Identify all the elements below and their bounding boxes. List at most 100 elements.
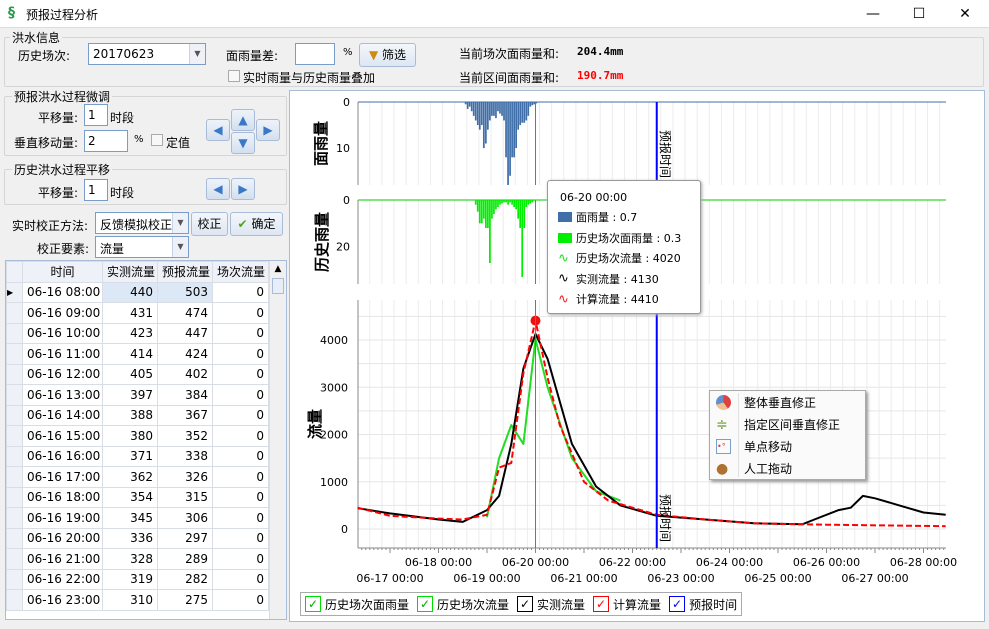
shift-input[interactable]: [84, 104, 108, 126]
table-row[interactable]: 06-16 13:00 397 384 0: [6, 384, 269, 406]
overlay-checkbox[interactable]: [228, 70, 240, 82]
legend-item[interactable]: ✓ 历史场次流量: [417, 596, 509, 613]
col-header[interactable]: 实测流量: [102, 261, 158, 283]
checkbox-icon[interactable]: ✓: [305, 596, 321, 612]
table-cell[interactable]: 06-16 13:00: [22, 384, 103, 406]
rain-bar: [474, 102, 477, 121]
table-cell[interactable]: 440: [102, 281, 158, 303]
rain-bar: [472, 102, 475, 116]
pie-chart-icon: [716, 395, 732, 411]
rain-bar: [535, 102, 538, 104]
table-row[interactable]: 06-16 09:00 431 474 0: [6, 302, 269, 324]
y-tick-label: 4000: [320, 334, 348, 347]
table-cell[interactable]: 06-16 14:00: [22, 404, 103, 426]
correct-button[interactable]: 校正: [191, 212, 228, 236]
y-axis-label: 历史雨量: [313, 212, 331, 272]
table-cell[interactable]: 0: [212, 589, 269, 611]
table-scrollbar[interactable]: ▲: [269, 261, 286, 619]
rain-bar: [466, 102, 469, 109]
rain-bar: [501, 102, 503, 116]
x-tick-label: 06-26 00:00: [793, 556, 860, 569]
chevron-down-icon[interactable]: ▼: [189, 44, 205, 64]
row-indicator: [6, 384, 23, 406]
checkbox-icon[interactable]: ✓: [669, 596, 686, 612]
hist-arrow-left-icon[interactable]: ◀: [206, 178, 230, 200]
context-menu-item[interactable]: •° 单点移动: [710, 436, 865, 458]
rain-diff-input[interactable]: [295, 43, 335, 65]
chevron-down-icon[interactable]: ▼: [172, 237, 188, 257]
legend-item[interactable]: ✓ 历史场次面雨量: [305, 596, 409, 613]
table-cell[interactable]: 0: [212, 445, 269, 467]
table-cell[interactable]: 06-16 09:00: [22, 302, 103, 324]
context-menu-item[interactable]: 整体垂直修正: [710, 392, 865, 414]
close-button[interactable]: ✕: [959, 6, 971, 22]
vert-input[interactable]: [84, 130, 128, 152]
arrow-up-icon[interactable]: ▲: [231, 109, 255, 131]
table-row[interactable]: 06-16 17:00 362 326 0: [6, 466, 269, 488]
table-cell[interactable]: 315: [157, 486, 213, 508]
shift-label: 平移量:: [38, 111, 79, 125]
col-header[interactable]: 场次流量: [212, 261, 269, 283]
table-row[interactable]: 06-16 21:00 328 289 0: [6, 548, 269, 570]
checkbox-icon[interactable]: ✓: [593, 596, 610, 612]
col-header[interactable]: 预报流量: [157, 261, 213, 283]
legend-item[interactable]: ✓ 实测流量: [517, 596, 585, 613]
tooltip-time: 06-20 00:00: [560, 191, 628, 204]
chevron-down-icon[interactable]: ▼: [172, 213, 188, 233]
minimize-button[interactable]: —: [866, 6, 880, 22]
arrow-right-icon[interactable]: ▶: [256, 119, 280, 141]
rain-bar: [493, 200, 495, 214]
table-cell[interactable]: 431: [102, 302, 158, 324]
table-row[interactable]: 06-16 19:00 345 306 0: [6, 507, 269, 529]
menu-label: 人工拖动: [744, 462, 793, 476]
table-row[interactable]: ▶ 06-16 08:00 440 503 0: [6, 281, 269, 303]
arrow-down-icon[interactable]: ▼: [231, 132, 255, 154]
maximize-button[interactable]: ☐: [912, 6, 926, 22]
table-cell[interactable]: 06-16 22:00: [22, 568, 103, 590]
hist-arrow-right-icon[interactable]: ▶: [231, 178, 255, 200]
scroll-thumb[interactable]: [272, 278, 284, 294]
table-row[interactable]: 06-16 18:00 354 315 0: [6, 486, 269, 508]
table-cell[interactable]: 352: [157, 425, 213, 447]
table-cell[interactable]: 447: [157, 322, 213, 344]
table-cell[interactable]: 06-16 20:00: [22, 527, 103, 549]
element-select[interactable]: 流量 ▼: [95, 236, 189, 258]
legend-item[interactable]: ✓ 计算流量: [593, 596, 661, 613]
window-title: 预报过程分析: [26, 8, 99, 22]
table-cell[interactable]: 306: [157, 507, 213, 529]
rain-bar: [478, 102, 481, 130]
rain-bar: [527, 200, 530, 205]
table-row[interactable]: 06-16 22:00 319 282 0: [6, 568, 269, 590]
table-cell[interactable]: 297: [157, 527, 213, 549]
table-row[interactable]: 06-16 20:00 336 297 0: [6, 527, 269, 549]
x-tick-label: 06-27 00:00: [841, 572, 908, 585]
cur-total-label: 当前场次面雨量和:: [459, 47, 560, 61]
checkbox-icon[interactable]: ✓: [417, 596, 434, 612]
arrow-left-icon[interactable]: ◀: [206, 119, 230, 141]
legend-label: 计算流量: [613, 597, 662, 612]
method-select[interactable]: 反馈模拟校正 ▼: [95, 212, 189, 234]
y-tick-label: 10: [336, 142, 350, 155]
rain-bar: [529, 200, 532, 204]
table-cell[interactable]: 310: [102, 589, 158, 611]
col-header[interactable]: 时间: [22, 261, 103, 283]
rain-bar: [489, 102, 491, 121]
confirm-button[interactable]: ✔ 确定: [230, 212, 283, 236]
context-menu-item[interactable]: ≑ 指定区间垂直修正: [710, 414, 865, 436]
history-select[interactable]: 20170623 ▼: [88, 43, 206, 65]
legend-item[interactable]: ✓ 预报时间: [669, 596, 737, 613]
rain-bar: [523, 200, 526, 228]
fixed-checkbox[interactable]: [151, 134, 163, 146]
y-axis-label: 面雨量: [312, 121, 330, 166]
context-menu-item[interactable]: ● 人工拖动: [710, 458, 865, 480]
checkbox-icon[interactable]: ✓: [517, 596, 534, 612]
table-row[interactable]: 06-16 11:00 414 424 0: [6, 343, 269, 365]
table-row[interactable]: 06-16 23:00 310 275 0: [6, 589, 269, 611]
table-cell[interactable]: 328: [102, 548, 158, 570]
table-cell[interactable]: 275: [157, 589, 213, 611]
hist-shift-input[interactable]: [84, 179, 108, 201]
filter-button[interactable]: ▼ 筛选: [359, 43, 416, 67]
scroll-up-icon[interactable]: ▲: [274, 264, 282, 274]
table-row[interactable]: 06-16 12:00 405 402 0: [6, 363, 269, 385]
